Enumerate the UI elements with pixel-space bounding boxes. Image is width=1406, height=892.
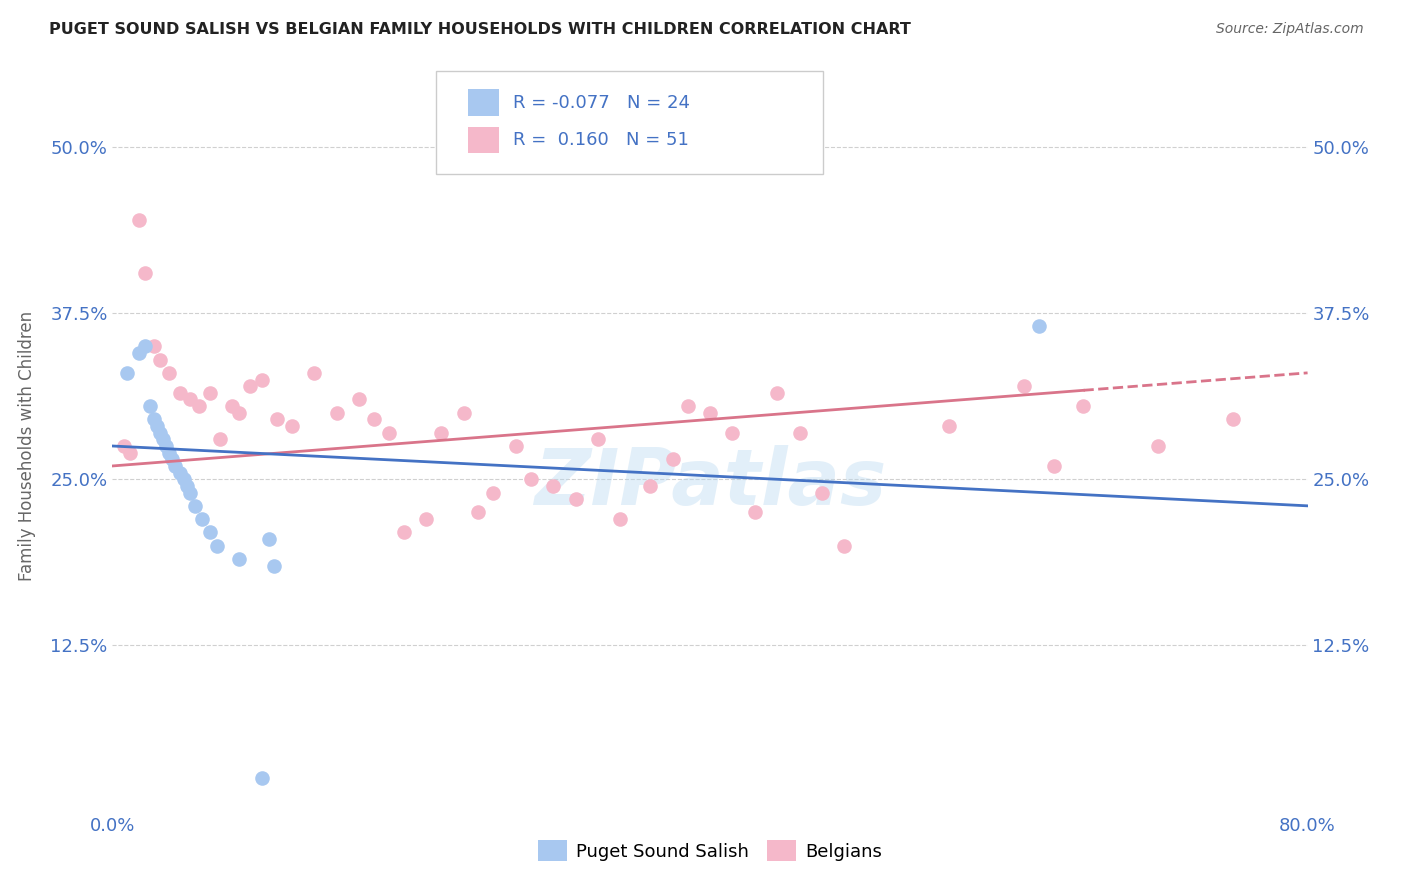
Point <box>834 539 856 553</box>
Point <box>250 772 273 786</box>
Point <box>179 392 201 407</box>
Point <box>520 472 543 486</box>
Point <box>347 392 370 407</box>
Point <box>1012 379 1035 393</box>
Point <box>239 379 262 393</box>
Point <box>134 339 156 353</box>
Text: Source: ZipAtlas.com: Source: ZipAtlas.com <box>1216 22 1364 37</box>
Point <box>228 406 250 420</box>
Y-axis label: Family Households with Children: Family Households with Children <box>18 311 37 581</box>
Point <box>155 439 177 453</box>
Point <box>183 499 205 513</box>
Point <box>564 492 586 507</box>
Point <box>221 399 243 413</box>
Point <box>149 352 172 367</box>
Point <box>134 266 156 280</box>
Point <box>541 479 564 493</box>
Point <box>179 485 201 500</box>
Point <box>250 372 273 386</box>
Point <box>169 385 191 400</box>
Point <box>415 512 437 526</box>
Point <box>209 433 232 447</box>
Point <box>198 385 221 400</box>
Text: ZIPatlas: ZIPatlas <box>534 444 886 521</box>
Point <box>721 425 744 440</box>
Point <box>744 506 766 520</box>
Point <box>938 419 960 434</box>
Point <box>789 425 811 440</box>
Point <box>1042 458 1064 473</box>
Point <box>139 399 162 413</box>
Legend: Puget Sound Salish, Belgians: Puget Sound Salish, Belgians <box>531 833 889 869</box>
Point <box>128 213 150 227</box>
Point <box>143 412 166 426</box>
Point <box>165 458 187 473</box>
Text: PUGET SOUND SALISH VS BELGIAN FAMILY HOUSEHOLDS WITH CHILDREN CORRELATION CHART: PUGET SOUND SALISH VS BELGIAN FAMILY HOU… <box>49 22 911 37</box>
Point <box>198 525 221 540</box>
Point <box>128 346 150 360</box>
Point <box>205 539 228 553</box>
Point <box>661 452 683 467</box>
Point <box>173 472 195 486</box>
Point <box>143 339 166 353</box>
Point <box>176 479 198 493</box>
Point <box>1222 412 1244 426</box>
Point <box>228 552 250 566</box>
Point <box>281 419 304 434</box>
Point <box>586 433 609 447</box>
Text: R = -0.077   N = 24: R = -0.077 N = 24 <box>513 94 690 112</box>
Point <box>1147 439 1170 453</box>
Point <box>505 439 527 453</box>
Point <box>392 525 415 540</box>
Point <box>117 366 139 380</box>
Point <box>188 399 211 413</box>
Point <box>114 439 135 453</box>
Point <box>430 425 453 440</box>
Point <box>378 425 401 440</box>
Point <box>482 485 505 500</box>
Point <box>259 532 281 546</box>
Point <box>302 366 325 380</box>
Point <box>363 412 385 426</box>
Point <box>266 412 288 426</box>
Point <box>699 406 721 420</box>
Point <box>676 399 699 413</box>
Point <box>1073 399 1095 413</box>
Point <box>325 406 347 420</box>
Point <box>120 445 142 459</box>
Point <box>453 406 475 420</box>
Point <box>162 452 183 467</box>
Point <box>811 485 834 500</box>
Point <box>640 479 662 493</box>
Point <box>191 512 214 526</box>
Point <box>152 433 174 447</box>
Point <box>609 512 631 526</box>
Point <box>1028 319 1050 334</box>
Point <box>263 558 285 573</box>
Point <box>157 366 180 380</box>
Point <box>467 506 489 520</box>
Point <box>169 466 191 480</box>
Point <box>766 385 789 400</box>
Point <box>146 419 169 434</box>
Text: R =  0.160   N = 51: R = 0.160 N = 51 <box>513 131 689 149</box>
Point <box>157 445 180 459</box>
Point <box>149 425 172 440</box>
